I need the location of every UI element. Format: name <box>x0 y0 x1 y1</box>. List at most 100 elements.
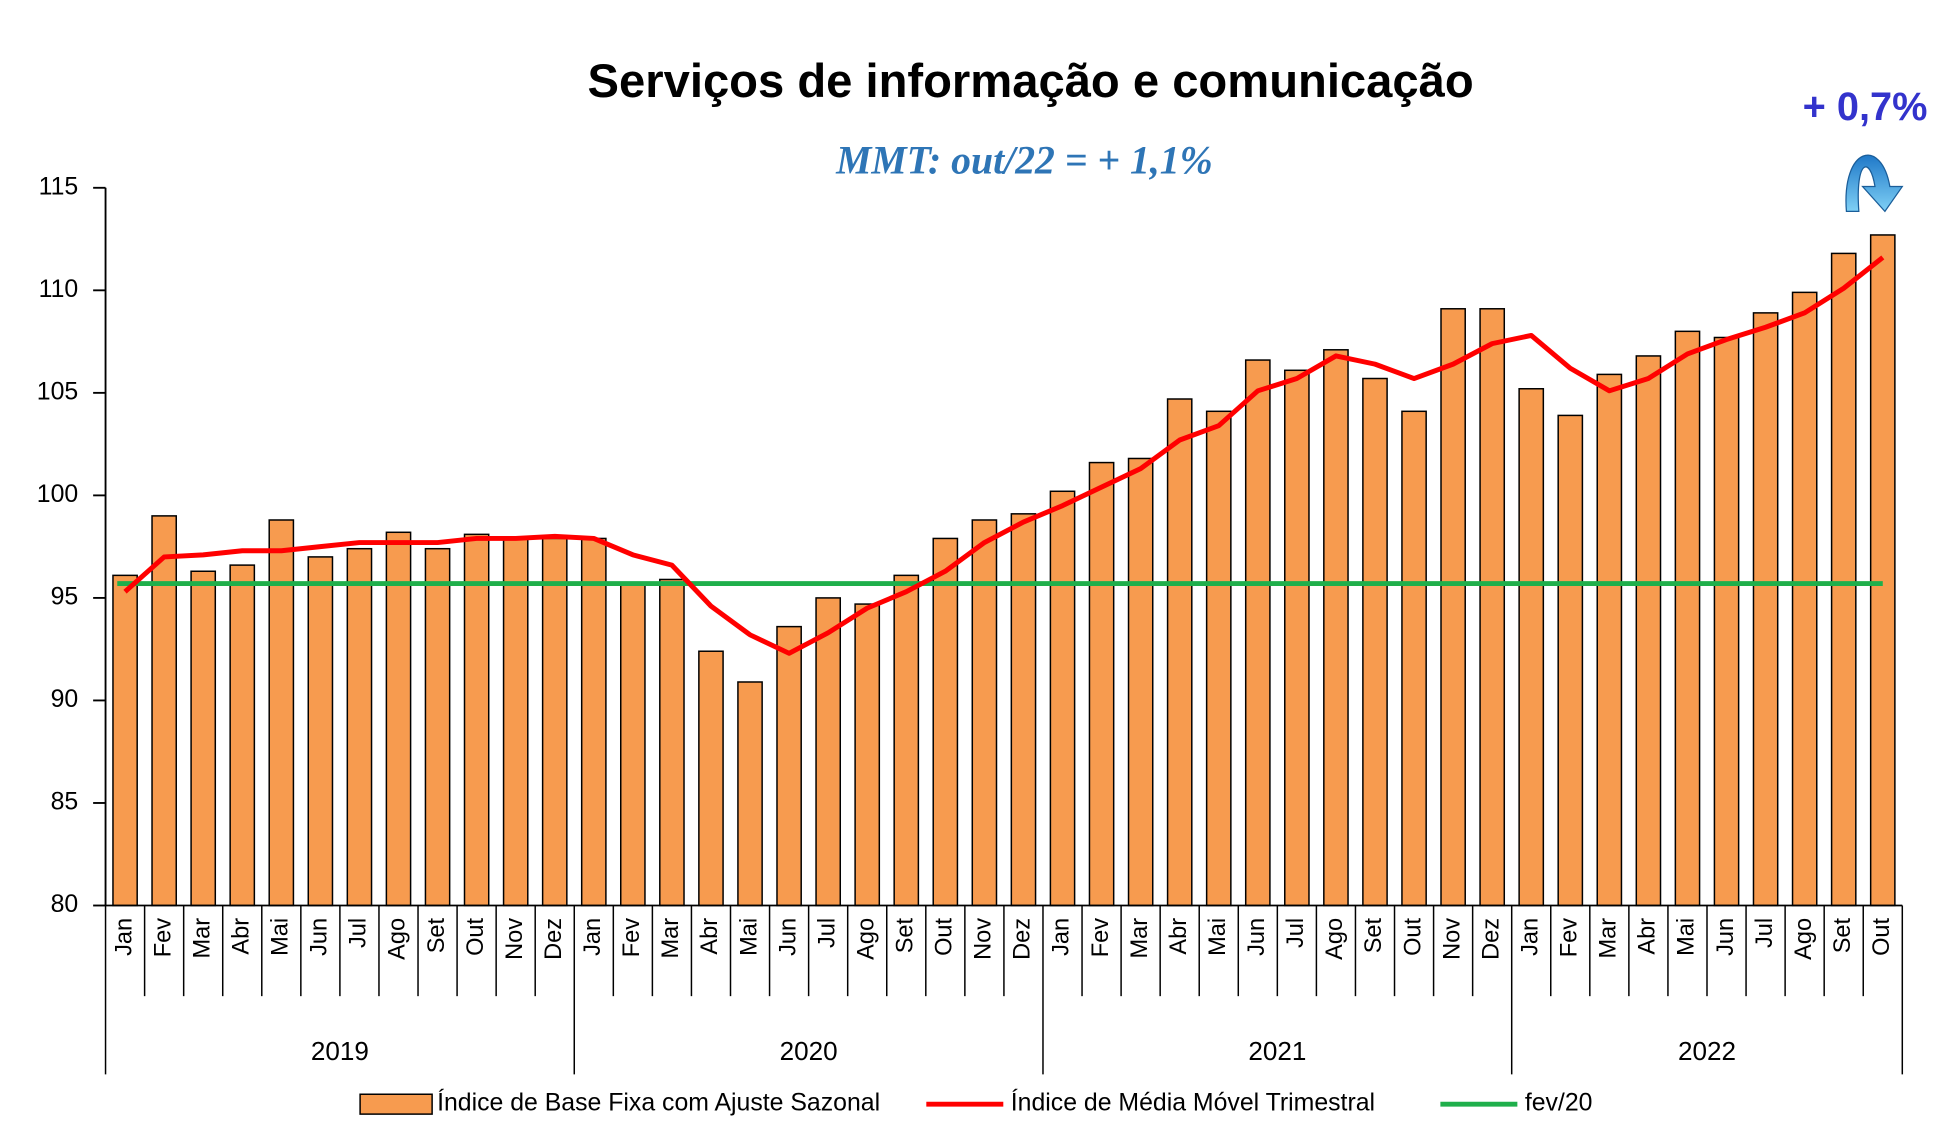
bar <box>1440 308 1466 907</box>
y-tick-label: 90 <box>51 686 79 713</box>
bar <box>1635 355 1662 907</box>
bar <box>1869 234 1896 907</box>
x-tick-label: Nov <box>1438 918 1464 960</box>
bar <box>1791 291 1818 907</box>
x-tick-label: Abr <box>1634 918 1660 955</box>
legend-label: Índice de Base Fixa com Ajuste Sazonal <box>437 1090 880 1117</box>
legend-label: fev/20 <box>1525 1090 1593 1117</box>
bar <box>385 531 412 907</box>
bar <box>854 603 881 907</box>
bar <box>1244 359 1271 907</box>
x-tick-label: Mar <box>1595 918 1621 959</box>
y-tick-label: 100 <box>37 481 78 508</box>
x-tick-label: Jun <box>774 918 800 956</box>
y-tick-label: 85 <box>51 789 79 816</box>
bar <box>698 650 724 907</box>
x-tick-label: Jul <box>1282 918 1308 948</box>
x-tick-label: Abr <box>227 918 253 955</box>
bar <box>1752 312 1779 907</box>
annotation: + 0,7% <box>1803 85 1928 129</box>
bar <box>1205 410 1232 907</box>
x-tick-label: Nov <box>970 918 996 960</box>
x-tick-label: Jun <box>1243 918 1269 956</box>
year-label: 2021 <box>1248 1036 1306 1066</box>
x-tick-label: Set <box>892 917 918 953</box>
x-tick-label: Fev <box>149 918 175 958</box>
line-series <box>123 255 1885 656</box>
bar <box>1010 513 1037 907</box>
y-tick-label: 95 <box>51 583 79 610</box>
chart-title: Serviços de informação e comunicação <box>588 54 1474 107</box>
x-tick-label: Mar <box>1126 918 1152 959</box>
x-tick-label: Jan <box>579 918 605 956</box>
bar <box>737 681 763 907</box>
bar <box>580 537 607 907</box>
bar <box>151 515 177 907</box>
bar <box>776 625 802 907</box>
bar <box>1088 461 1115 907</box>
x-tick-label: Jul <box>345 918 371 948</box>
x-tick-label: Out <box>1868 917 1894 955</box>
x-tick-label: Ago <box>852 918 878 960</box>
x-tick-label: Dez <box>1477 918 1503 960</box>
x-tick-label: Mar <box>188 918 214 959</box>
x-tick-label: Mai <box>267 918 293 956</box>
bar <box>971 519 998 907</box>
bar <box>307 556 334 907</box>
x-tick-label: Jul <box>1751 918 1777 948</box>
x-tick-label: Ago <box>1321 918 1347 960</box>
x-tick-label: Jul <box>813 918 839 948</box>
y-tick-label: 80 <box>51 891 79 918</box>
bar <box>346 547 373 907</box>
bar <box>1284 369 1310 907</box>
x-tick-label: Jan <box>110 918 136 956</box>
bar <box>1830 252 1857 907</box>
bar <box>1323 349 1349 907</box>
bar <box>659 578 685 907</box>
x-tick-label: Set <box>1360 917 1386 953</box>
bar <box>1674 330 1701 907</box>
bar <box>619 582 646 907</box>
bar <box>1518 388 1545 907</box>
x-tick-label: Dez <box>540 918 566 960</box>
y-tick-label: 115 <box>39 173 79 200</box>
bar <box>893 574 920 907</box>
bar <box>229 564 256 907</box>
year-label: 2020 <box>780 1036 838 1066</box>
arrow-icon <box>1845 154 1904 213</box>
x-tick-label: Fev <box>618 918 644 958</box>
bar <box>1049 490 1076 907</box>
bar <box>1713 336 1740 907</box>
x-tick-label: Out <box>1399 917 1425 955</box>
chart-subtitle: MMT: out/22 = + 1,1% <box>835 138 1213 182</box>
x-tick-label: Jun <box>1712 918 1738 956</box>
bar <box>1401 410 1427 907</box>
bar <box>268 519 295 907</box>
x-tick-label: Jan <box>1516 918 1542 956</box>
bar <box>1362 377 1388 907</box>
x-tick-label: Ago <box>384 918 410 960</box>
bar <box>463 533 490 907</box>
x-tick-label: Mai <box>1673 918 1699 956</box>
x-tick-label: Fev <box>1087 918 1113 958</box>
bar <box>1166 398 1193 907</box>
legend-swatch <box>359 1093 433 1115</box>
bar <box>541 537 568 907</box>
x-tick-label: Dez <box>1009 918 1035 960</box>
year-label: 2022 <box>1678 1036 1736 1066</box>
bar <box>815 597 842 907</box>
y-tick-label: 110 <box>39 276 79 303</box>
bar <box>1596 373 1623 907</box>
bar <box>1557 414 1584 907</box>
bar <box>112 574 138 907</box>
x-tick-label: Set <box>423 917 449 953</box>
x-tick-label: Fev <box>1556 918 1582 958</box>
legend-label: Índice de Média Móvel Trimestral <box>1011 1090 1375 1117</box>
bar <box>424 547 451 907</box>
bar <box>932 537 959 907</box>
x-tick-label: Set <box>1829 917 1855 953</box>
x-tick-label: Jun <box>306 918 332 956</box>
year-label: 2019 <box>311 1036 369 1066</box>
